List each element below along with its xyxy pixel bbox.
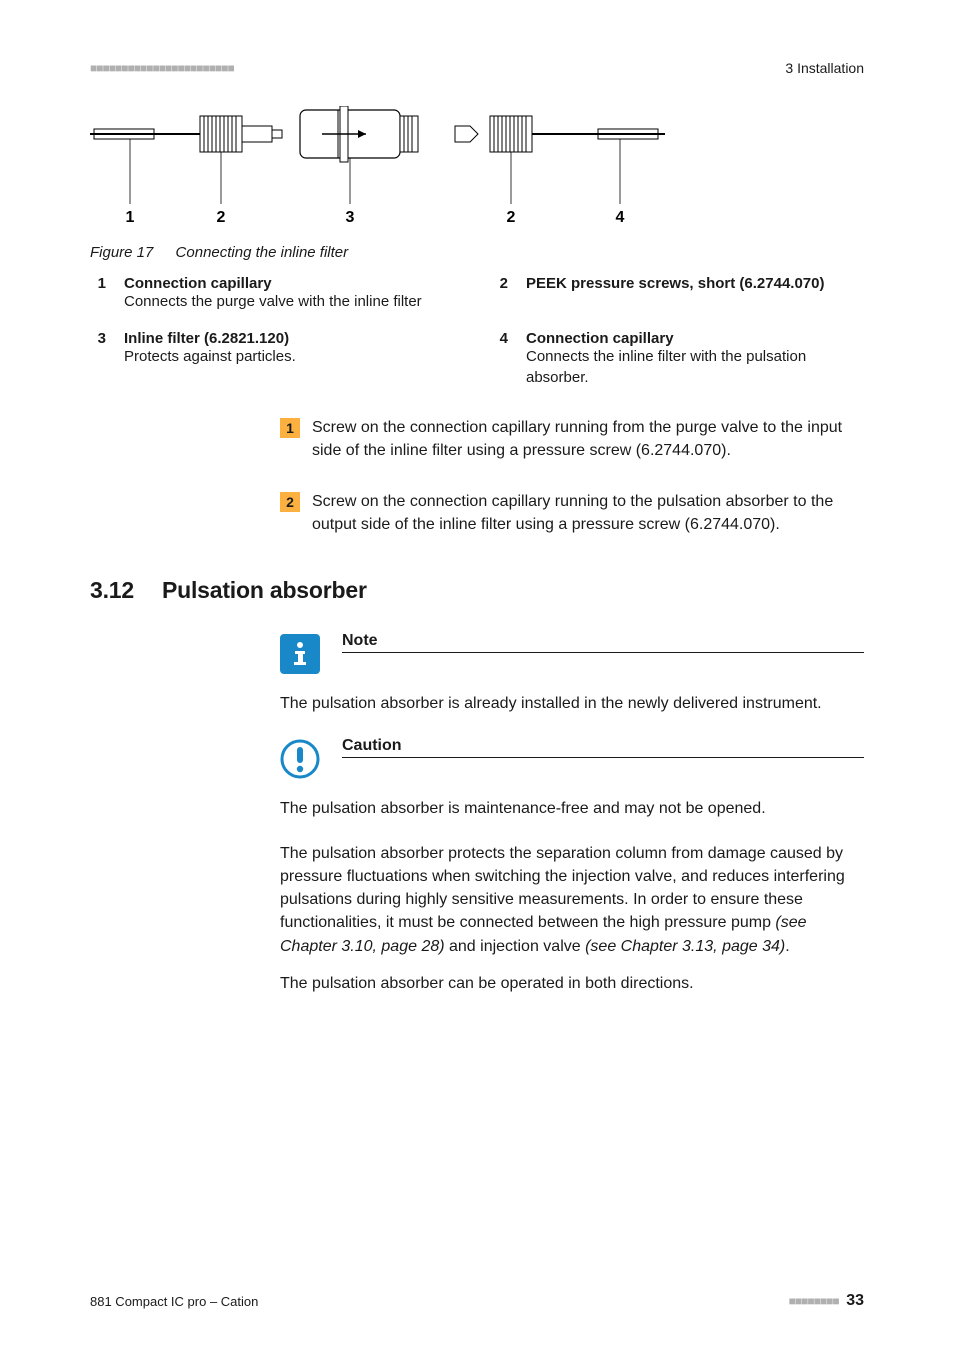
step-text: Screw on the connection capillary runnin… [312,416,864,462]
legend-title: Inline filter (6.2821.120) [124,330,296,347]
header-section-label: 3 Installation [785,60,864,76]
page-number: 33 [846,1292,864,1309]
step-text: Screw on the connection capillary runnin… [312,490,864,536]
figure-number: Figure 17 [90,244,153,261]
para1-ref2: (see Chapter 3.13, page 34) [585,938,785,955]
note-title: Note [342,632,864,653]
body-paragraph: The pulsation absorber can be operated i… [280,972,864,995]
figure-label-3: 3 [346,209,355,226]
legend-desc: Connects the inline filter with the puls… [526,347,864,388]
para1-b: and injection valve [445,938,586,955]
figure-label-2: 2 [217,209,226,226]
legend-num: 1 [90,275,106,312]
caution-callout: Caution The pulsation absorber is mainte… [280,737,864,820]
header-dashes: ■■■■■■■■■■■■■■■■■■■■■■■ [90,61,234,75]
instruction-steps: 1 Screw on the connection capillary runn… [280,416,864,537]
legend-title: Connection capillary [124,275,422,292]
section-heading: 3.12 Pulsation absorber [90,577,864,604]
para1-a: The pulsation absorber protects the sepa… [280,845,845,932]
figure-label-1: 1 [126,209,135,226]
footer-dashes: ■■■■■■■■ [789,1294,839,1308]
note-body: The pulsation absorber is already instal… [280,692,864,715]
step-item: 1 Screw on the connection capillary runn… [280,416,864,462]
legend-desc: Connects the purge valve with the inline… [124,292,422,312]
section-number: 3.12 [90,577,134,604]
section-title: Pulsation absorber [162,577,367,604]
legend-num: 2 [492,275,508,312]
legend-item: 3 Inline filter (6.2821.120) Protects ag… [90,330,462,388]
figure-caption: Figure 17 Connecting the inline filter [90,244,864,261]
para1-c: . [785,938,789,955]
footer-doc-title: 881 Compact IC pro – Cation [90,1294,258,1309]
legend-title: PEEK pressure screws, short (6.2744.070) [526,275,825,292]
figure-label-2r: 2 [507,209,516,226]
caution-icon [280,739,320,779]
info-icon [280,634,320,674]
caution-body: The pulsation absorber is maintenance-fr… [280,797,864,820]
figure-caption-text: Connecting the inline filter [176,244,349,261]
step-number-badge: 2 [280,492,300,512]
page-header: ■■■■■■■■■■■■■■■■■■■■■■■ 3 Installation [90,60,864,76]
step-number-badge: 1 [280,418,300,438]
legend-item: 2 PEEK pressure screws, short (6.2744.07… [492,275,864,312]
figure-diagram: 1 2 3 2 [90,106,864,261]
step-item: 2 Screw on the connection capillary runn… [280,490,864,536]
legend-desc: Protects against particles. [124,347,296,367]
legend-item: 4 Connection capillary Connects the inli… [492,330,864,388]
legend-title: Connection capillary [526,330,864,347]
figure-label-4: 4 [616,209,625,226]
note-callout: Note The pulsation absorber is already i… [280,632,864,715]
figure-legend: 1 Connection capillary Connects the purg… [90,275,864,388]
body-paragraph: The pulsation absorber protects the sepa… [280,842,864,958]
caution-title: Caution [342,737,864,758]
legend-num: 3 [90,330,106,388]
legend-num: 4 [492,330,508,388]
page-footer: 881 Compact IC pro – Cation ■■■■■■■■ 33 [90,1292,864,1310]
legend-item: 1 Connection capillary Connects the purg… [90,275,462,312]
